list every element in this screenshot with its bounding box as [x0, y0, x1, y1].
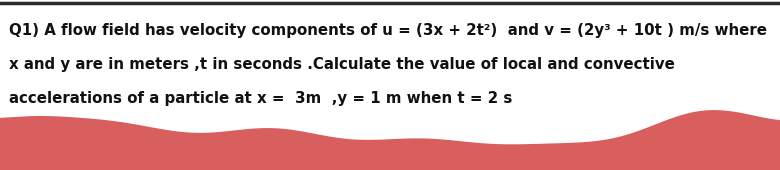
- Text: accelerations of a particle at x =  3m  ,y = 1 m when t = 2 s: accelerations of a particle at x = 3m ,y…: [9, 91, 512, 106]
- Text: Q1) A flow field has velocity components of u = (3x + 2t²)  and v = (2y³ + 10t ): Q1) A flow field has velocity components…: [9, 23, 768, 38]
- Polygon shape: [0, 110, 780, 170]
- Text: x and y are in meters ,t in seconds .Calculate the value of local and convective: x and y are in meters ,t in seconds .Cal…: [9, 57, 675, 72]
